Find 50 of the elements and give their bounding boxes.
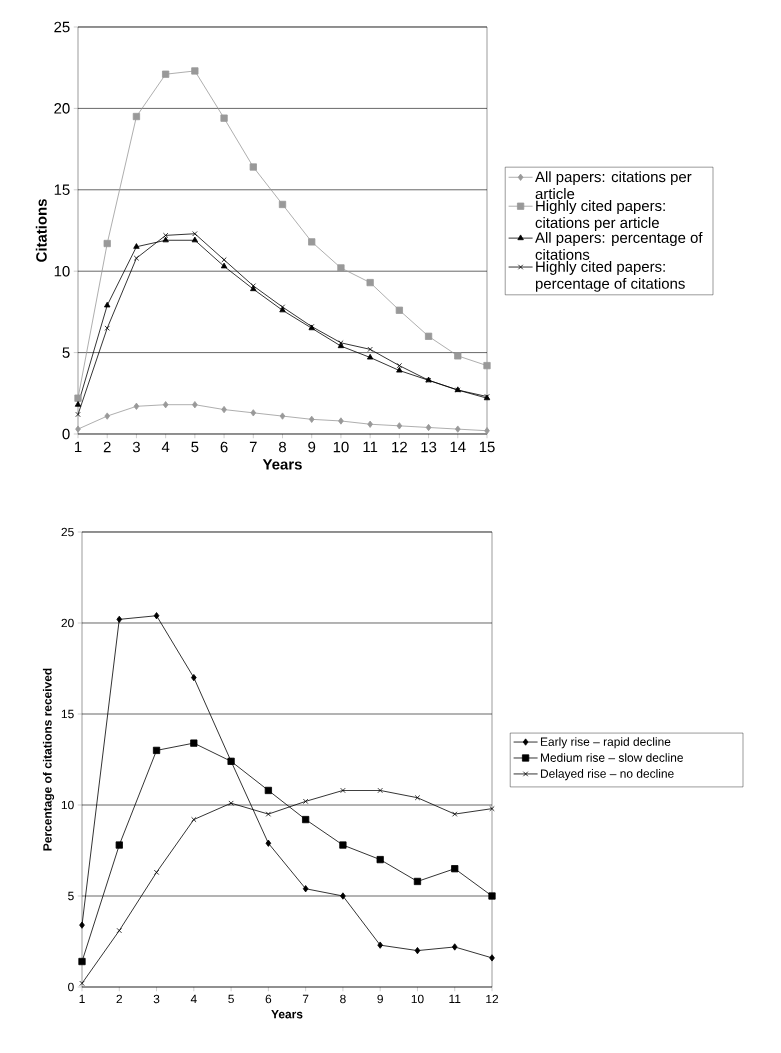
x-tick-label: 12 [392, 441, 407, 453]
x-tick-label: 10 [333, 441, 349, 453]
y-axis-title: Percentage of citations received [42, 668, 55, 851]
x-tick-label: 13 [421, 441, 437, 453]
y-tick-label: 20 [54, 103, 70, 114]
x-tick-label: 9 [308, 441, 316, 453]
x-tick-label: 4 [190, 994, 197, 1003]
legend-label: Highly cited papers: citations per article [535, 200, 665, 231]
x-tick-label: 12 [486, 994, 499, 1004]
y-tick-label: 0 [62, 428, 70, 440]
y-tick-label: 25 [61, 527, 74, 537]
legend-label: Medium rise – slow decline [540, 753, 683, 762]
y-tick-label: 20 [61, 618, 74, 628]
legend-label: Delayed rise – no decline [540, 769, 674, 781]
x-tick-label: 6 [220, 441, 228, 453]
y-tick-label: 15 [61, 709, 74, 719]
x-axis-title: Years [262, 459, 302, 470]
x-tick-label: 9 [377, 994, 383, 1004]
y-axis-title: Citations [35, 199, 47, 262]
x-tick-label: 8 [340, 994, 346, 1004]
x-tick-label: 2 [103, 441, 111, 453]
x-tick-label: 4 [161, 441, 170, 453]
x-tick-label: 15 [479, 441, 495, 453]
y-tick-label: 5 [62, 347, 70, 358]
y-tick-label: 10 [54, 265, 70, 277]
x-tick-label: 5 [191, 441, 199, 453]
legend-label: Early rise – rapid decline [540, 737, 671, 749]
y-tick-label: 15 [54, 184, 70, 195]
x-tick-label: 8 [279, 441, 286, 453]
x-axis-title: Years [271, 1010, 303, 1019]
x-tick-label: 1 [79, 994, 85, 1003]
x-tick-label: 7 [302, 994, 309, 1003]
x-tick-label: 14 [450, 441, 466, 453]
legend-label: All papers: percentage of citations [535, 232, 703, 260]
x-tick-label: 2 [116, 994, 122, 1004]
y-tick-label: 25 [54, 21, 70, 33]
x-tick-label: 11 [449, 994, 461, 1003]
legend-label: All papers: citations per article [535, 171, 692, 200]
x-tick-label: 11 [363, 441, 378, 453]
x-tick-label: 3 [153, 994, 160, 1004]
y-tick-label: 0 [68, 982, 74, 992]
x-tick-label: 3 [132, 441, 140, 453]
legend-label: Highly cited papers: percentage of citations [535, 260, 685, 292]
y-tick-label: 5 [68, 891, 74, 901]
x-tick-label: 6 [265, 994, 272, 1004]
x-tick-label: 7 [249, 441, 257, 453]
x-tick-label: 1 [74, 441, 82, 453]
x-tick-label: 10 [411, 994, 424, 1004]
x-tick-label: 5 [228, 994, 234, 1004]
y-tick-label: 10 [61, 800, 74, 810]
